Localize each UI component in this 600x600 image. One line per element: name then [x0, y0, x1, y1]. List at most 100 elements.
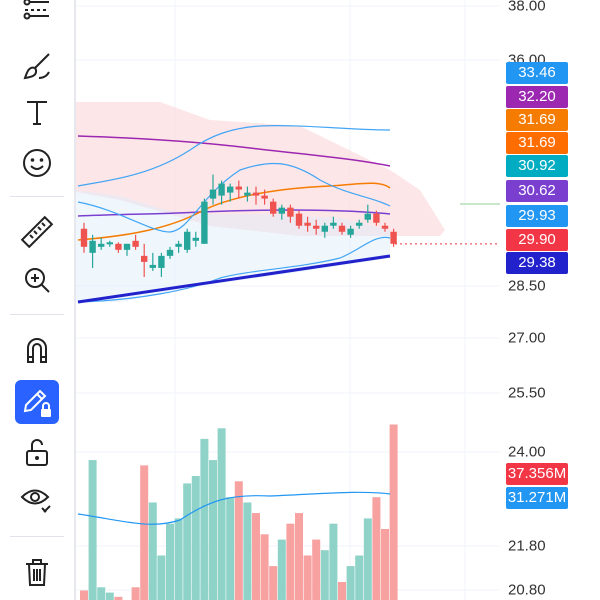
volume-bar	[131, 587, 140, 600]
smiley-icon	[23, 149, 51, 177]
trend-line-tool[interactable]	[15, 0, 59, 34]
toolbar-separator	[10, 314, 64, 315]
toolbar-separator	[10, 196, 64, 197]
volume-bar	[166, 523, 174, 600]
volume-bar	[260, 534, 269, 600]
volume-bar	[372, 497, 381, 600]
candle	[364, 213, 371, 220]
candle	[184, 231, 191, 250]
candle	[80, 228, 88, 247]
volume-bar	[329, 523, 338, 600]
trash-icon	[26, 559, 48, 586]
candle	[89, 240, 96, 253]
candle	[115, 243, 122, 250]
volume-bar	[80, 590, 88, 600]
bollinger-upper-line	[77, 125, 391, 187]
candle	[390, 231, 397, 244]
ruler-icon	[20, 215, 54, 249]
candle	[338, 225, 346, 232]
candle	[149, 264, 156, 268]
text-icon	[27, 101, 47, 125]
price-axis-label: 21.80	[508, 537, 546, 555]
candle	[270, 201, 277, 214]
candle	[244, 192, 251, 196]
candle	[321, 225, 328, 232]
trendlines-icon	[23, 0, 49, 20]
lock-all-tool[interactable]	[15, 430, 59, 474]
bollinger-fill	[76, 190, 390, 302]
candle	[192, 237, 199, 241]
volume-bar	[234, 481, 243, 600]
candle	[158, 255, 165, 268]
candle	[132, 240, 139, 247]
toolbar-divider	[74, 0, 76, 600]
trend-line	[77, 254, 391, 304]
candle	[252, 192, 260, 196]
hide-drawings-tool[interactable]	[15, 477, 59, 521]
price-axis-label: 20.80	[508, 581, 546, 599]
magnet-tool[interactable]	[15, 328, 59, 372]
candle	[261, 195, 268, 199]
candle	[313, 225, 320, 229]
price-axis-label: 25.50	[508, 384, 546, 402]
volume-bar	[338, 581, 346, 600]
price-tag: 32.20	[506, 86, 568, 108]
toolbar-separator	[10, 536, 64, 537]
volume-bar	[183, 483, 192, 600]
volume-bar	[346, 566, 355, 600]
candle	[235, 186, 242, 190]
magnet-icon	[27, 338, 47, 363]
volume-bar	[97, 587, 106, 600]
emoji-tool[interactable]	[15, 141, 59, 185]
volume-bar	[157, 555, 166, 600]
candle	[98, 243, 105, 247]
candle	[106, 242, 113, 245]
brush-icon	[23, 53, 50, 80]
price-axis-label: 28.50	[508, 277, 546, 295]
volume-bar	[105, 592, 114, 600]
volume-bar	[148, 502, 157, 600]
text-tool[interactable]	[15, 90, 59, 134]
delete-tool[interactable]	[15, 550, 59, 594]
zoom-in-icon	[25, 268, 50, 293]
volume-bar	[114, 596, 123, 600]
zoom-tool[interactable]	[15, 258, 59, 302]
volume-bar	[312, 539, 321, 600]
candle	[373, 213, 380, 223]
volume-bar	[363, 518, 372, 600]
price-tag: 29.90	[506, 229, 568, 251]
volume-bar	[217, 428, 226, 600]
price-tag: 31.69	[506, 109, 568, 131]
eye-icon	[20, 489, 51, 513]
candle	[356, 222, 363, 226]
candle	[218, 183, 225, 196]
pencil-lock-icon	[23, 389, 51, 417]
volume-bar	[389, 424, 398, 600]
price-tag: 29.38	[506, 252, 568, 274]
volume-bar	[191, 475, 200, 600]
candle	[287, 207, 294, 217]
price-tag: 33.46	[506, 62, 568, 84]
candle	[166, 249, 174, 256]
brush-tool[interactable]	[15, 44, 59, 88]
price-tag: 31.69	[506, 132, 568, 154]
volume-bar	[355, 555, 364, 600]
volume-bar	[303, 555, 312, 600]
price-tag: 29.93	[506, 205, 568, 227]
volume-tag: 31.271M	[506, 487, 568, 509]
volume-bar	[381, 528, 389, 600]
drawing-toolbar	[0, 0, 74, 600]
candle	[201, 201, 208, 244]
volume-ma-line	[77, 491, 391, 525]
volume-bar	[320, 550, 329, 600]
candle	[141, 255, 148, 262]
candle	[381, 225, 389, 229]
measure-tool[interactable]	[15, 210, 59, 254]
volume-bar	[200, 438, 209, 600]
lock-drawing-tool[interactable]	[15, 380, 59, 424]
volume-bar	[88, 460, 97, 600]
volume-bar	[277, 539, 286, 600]
cloud-band	[76, 102, 445, 236]
volume-bar	[252, 513, 260, 600]
